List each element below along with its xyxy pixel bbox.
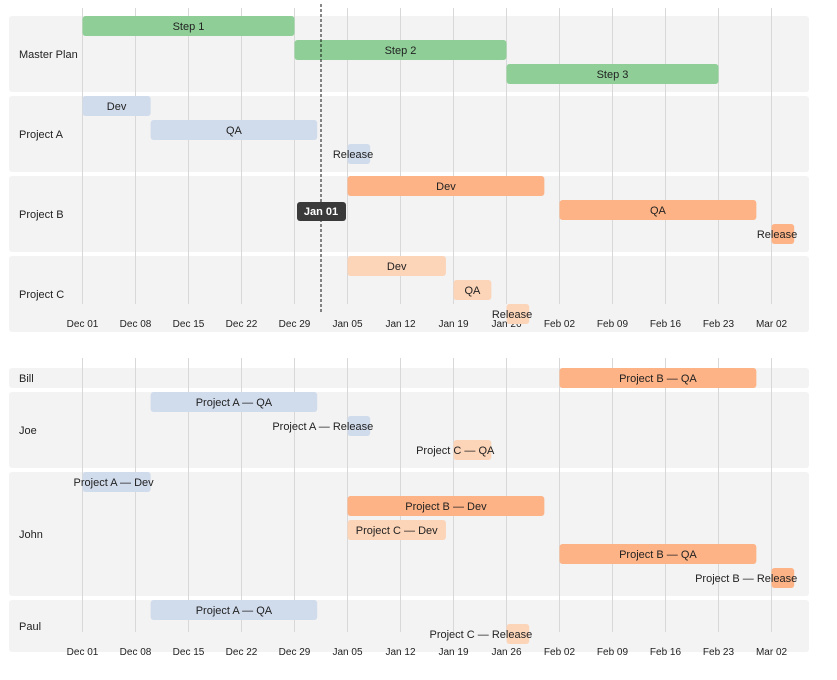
- x-tick-label: Jan 12: [385, 647, 415, 658]
- x-tick-label: Feb 02: [544, 647, 576, 658]
- bar-label: Project C — QA: [416, 445, 495, 457]
- group-label: Project B: [19, 209, 64, 221]
- gantt-bar: [559, 200, 757, 220]
- group-label: Project C: [19, 289, 64, 301]
- bar-label: Project B — QA: [619, 549, 697, 561]
- x-tick-label: Dec 15: [173, 319, 205, 330]
- group-label: Project A: [19, 129, 64, 141]
- gantt-bar: [150, 120, 318, 140]
- gantt-bar: [82, 96, 151, 116]
- gantt-bar: [347, 416, 371, 436]
- gantt-bar: [347, 176, 545, 196]
- gantt-bar: [506, 64, 719, 84]
- bar-label: Project C — Dev: [356, 525, 438, 537]
- gantt-bar: [347, 256, 446, 276]
- x-tick-label: Jan 12: [385, 319, 415, 330]
- x-tick-label: Mar 02: [756, 319, 788, 330]
- bar-label: QA: [226, 125, 243, 137]
- gantt-bar: [506, 624, 530, 644]
- gantt-bar: [82, 16, 295, 36]
- bar-label: Project B — Dev: [405, 501, 487, 513]
- bar-label: Project B — Release: [695, 573, 797, 585]
- x-tick-label: Mar 02: [756, 647, 788, 658]
- bar-label: Dev: [387, 261, 407, 273]
- bar-label: Project A — QA: [196, 397, 273, 409]
- x-tick-label: Jan 26: [491, 647, 521, 658]
- x-tick-label: Jan 05: [332, 319, 362, 330]
- bar-label: Project A — Release: [272, 421, 373, 433]
- x-tick-label: Dec 29: [279, 319, 311, 330]
- gantt-bar: [347, 520, 446, 540]
- x-tick-label: Dec 08: [120, 647, 152, 658]
- gantt-bar: [453, 440, 492, 460]
- bar-label: Dev: [436, 181, 456, 193]
- gantt-bar: [294, 40, 507, 60]
- gantt-bar: [347, 496, 545, 516]
- bar-label: QA: [464, 285, 481, 297]
- x-tick-label: Jan 26: [491, 319, 521, 330]
- gantt-bar: [150, 600, 318, 620]
- x-tick-label: Feb 09: [597, 319, 629, 330]
- x-tick-label: Feb 23: [703, 319, 735, 330]
- x-tick-label: Feb 16: [650, 319, 682, 330]
- gantt-bar: [82, 472, 151, 492]
- gantt-bar: [771, 568, 795, 588]
- bar-label: Release: [757, 229, 797, 241]
- group-label: Master Plan: [19, 49, 78, 61]
- x-tick-label: Jan 05: [332, 647, 362, 658]
- group-label: Bill: [19, 373, 34, 385]
- bar-label: Dev: [107, 101, 127, 113]
- gantt-bar: [347, 144, 371, 164]
- x-tick-label: Jan 19: [438, 647, 468, 658]
- gantt-bar: [453, 280, 492, 300]
- bar-label: Step 2: [385, 45, 417, 57]
- bar-label: Step 1: [173, 21, 205, 33]
- group-label: John: [19, 529, 43, 541]
- x-tick-label: Feb 16: [650, 647, 682, 658]
- x-tick-label: Dec 15: [173, 647, 205, 658]
- x-tick-label: Dec 08: [120, 319, 152, 330]
- x-tick-label: Dec 22: [226, 319, 258, 330]
- x-tick-label: Feb 02: [544, 319, 576, 330]
- bar-label: QA: [650, 205, 667, 217]
- bar-label: Release: [492, 309, 532, 321]
- x-tick-label: Jan 19: [438, 319, 468, 330]
- gantt-bar: [506, 304, 530, 324]
- today-marker-label: Jan 01: [304, 206, 338, 218]
- today-marker-badge: [297, 202, 346, 221]
- bar-label: Project A — Dev: [74, 477, 155, 489]
- x-tick-label: Dec 29: [279, 647, 311, 658]
- gantt-bar: [150, 392, 318, 412]
- x-tick-label: Dec 01: [67, 647, 99, 658]
- bar-label: Project C — Release: [429, 629, 532, 641]
- group-panel: [9, 256, 809, 332]
- bar-label: Step 3: [597, 69, 629, 81]
- bar-label: Project A — QA: [196, 605, 273, 617]
- group-panel: [9, 96, 809, 172]
- x-tick-label: Feb 09: [597, 647, 629, 658]
- x-tick-label: Dec 22: [226, 647, 258, 658]
- bar-label: Release: [333, 149, 373, 161]
- group-label: Joe: [19, 425, 37, 437]
- gantt-bar: [771, 224, 795, 244]
- gantt-bar: [559, 368, 757, 388]
- group-label: Paul: [19, 621, 41, 633]
- x-tick-label: Dec 01: [67, 319, 99, 330]
- gantt-bar: [559, 544, 757, 564]
- group-panel: [9, 392, 809, 468]
- bar-label: Project B — QA: [619, 373, 697, 385]
- group-panel: [9, 176, 809, 252]
- x-tick-label: Feb 23: [703, 647, 735, 658]
- group-panel: [9, 600, 809, 652]
